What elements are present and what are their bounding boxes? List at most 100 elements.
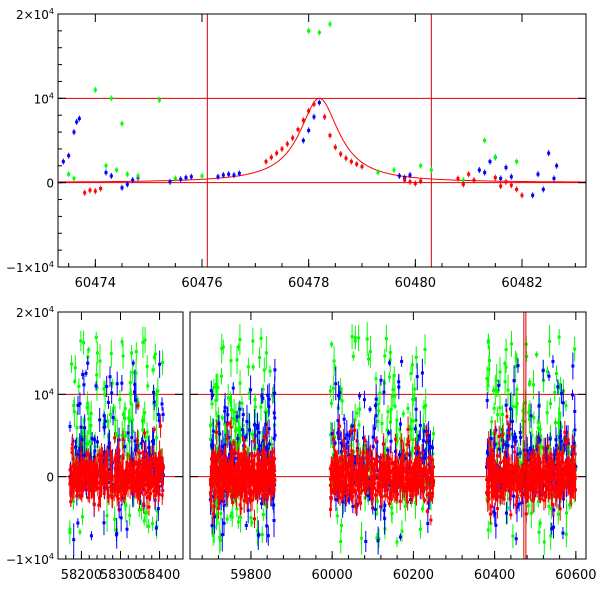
- top-data-point: [377, 171, 380, 174]
- bottom-data-point: [251, 454, 254, 457]
- top-data-point: [313, 103, 316, 106]
- bottom-data-point: [221, 416, 224, 419]
- bottom-data-point: [399, 422, 402, 425]
- bottom-data-point: [415, 356, 418, 359]
- bottom-data-point: [369, 408, 372, 411]
- bottom-data-point: [209, 478, 212, 481]
- bottom-data-point: [77, 385, 80, 388]
- bottom-data-point: [156, 474, 159, 477]
- top-data-point: [126, 173, 129, 176]
- bottom-data-point: [126, 528, 129, 531]
- bottom-data-point: [273, 519, 276, 522]
- bottom-data-point: [69, 484, 72, 487]
- bottom-data-point: [141, 341, 144, 344]
- bottom-data-point: [210, 499, 213, 502]
- bottom-data-point: [372, 436, 375, 439]
- bottom-data-point: [237, 464, 240, 467]
- bottom-data-point: [356, 411, 359, 414]
- bottom-data-point: [114, 475, 117, 478]
- top-data-point: [350, 160, 353, 163]
- bottom-data-point: [256, 453, 259, 456]
- bottom-data-point: [393, 394, 396, 397]
- bottom-data-point: [161, 361, 164, 364]
- bottom-data-point: [141, 451, 144, 454]
- bottom-data-point: [86, 362, 89, 365]
- bottom-data-point: [385, 337, 388, 340]
- bottom-data-point: [109, 413, 112, 416]
- top-data-point: [265, 160, 268, 163]
- bottom-data-point: [420, 451, 423, 454]
- top-model-curve: [58, 98, 586, 182]
- top-data-point: [510, 175, 513, 178]
- top-data-point: [110, 174, 113, 177]
- bottom-data-point: [257, 533, 260, 536]
- top-data-point: [547, 152, 550, 155]
- bottom-data-point: [230, 408, 233, 411]
- bottom-data-point: [90, 485, 93, 488]
- bottom-data-point: [132, 483, 135, 486]
- bottom-data-point: [367, 358, 370, 361]
- bottom-data-point: [372, 445, 375, 448]
- bottom-data-point: [72, 538, 75, 541]
- top-data-point: [457, 177, 460, 180]
- bottom-data-point: [377, 403, 380, 406]
- bottom-data-point: [127, 431, 130, 434]
- top-data-point: [302, 139, 305, 142]
- bottom-data-point: [132, 362, 135, 365]
- bottom-data-point: [329, 390, 332, 393]
- bottom-data-point: [353, 429, 356, 432]
- bottom-data-point: [72, 458, 75, 461]
- bottom-data-point: [239, 493, 242, 496]
- bottom-data-point: [431, 492, 434, 495]
- bottom-data-point: [423, 457, 426, 460]
- bottom-data-point: [426, 510, 429, 513]
- bottom-data-point: [155, 461, 158, 464]
- bottom-data-point: [95, 384, 98, 387]
- bottom-data-point: [249, 388, 252, 391]
- bottom-data-point: [71, 443, 74, 446]
- bottom-data-point: [432, 432, 435, 435]
- bottom-data-point: [223, 410, 226, 413]
- bottom-data-point: [211, 445, 214, 448]
- bottom-data-point: [229, 397, 232, 400]
- bottom-data-point: [122, 454, 125, 457]
- top-data-point: [489, 160, 492, 163]
- bottom-data-point: [261, 533, 264, 536]
- bottom-data-point: [147, 505, 150, 508]
- bottom-data-point: [68, 531, 71, 534]
- bottom-data-point: [226, 437, 229, 440]
- bottom-data-point: [81, 467, 84, 470]
- bottom-data-point: [399, 535, 402, 538]
- bottom-data-point: [429, 519, 432, 522]
- bottom-data-point: [267, 470, 270, 473]
- bottom-data-point: [226, 413, 229, 416]
- bottom-data-point: [239, 516, 242, 519]
- bottom-data-point: [240, 402, 243, 405]
- bottom-data-point: [248, 469, 251, 472]
- bottom-data-point: [79, 339, 82, 342]
- top-data-point: [67, 154, 70, 157]
- bottom-data-point: [258, 489, 261, 492]
- top-data-point: [521, 194, 524, 197]
- bottom-data-point: [234, 430, 237, 433]
- bottom-data-point: [332, 387, 335, 390]
- bottom-data-point: [223, 522, 226, 525]
- bottom-data-point: [86, 402, 89, 405]
- bottom-data-point: [211, 524, 214, 527]
- top-data-point: [110, 97, 113, 100]
- bottom-data-point: [97, 454, 100, 457]
- bottom-data-point: [268, 443, 271, 446]
- bottom-data-point: [250, 460, 253, 463]
- top-data-point: [297, 128, 300, 131]
- top-data-point: [169, 180, 172, 183]
- top-xtick-label: 60478: [288, 276, 329, 291]
- bottom-data-point: [78, 531, 81, 534]
- bottom-data-point: [262, 492, 265, 495]
- bottom-data-point: [116, 382, 119, 385]
- bottom-data-point: [93, 449, 96, 452]
- bottom-data-point: [263, 368, 266, 371]
- bottom-data-point: [236, 415, 239, 418]
- bottom-data-point: [97, 504, 100, 507]
- bottom-data-point: [214, 453, 217, 456]
